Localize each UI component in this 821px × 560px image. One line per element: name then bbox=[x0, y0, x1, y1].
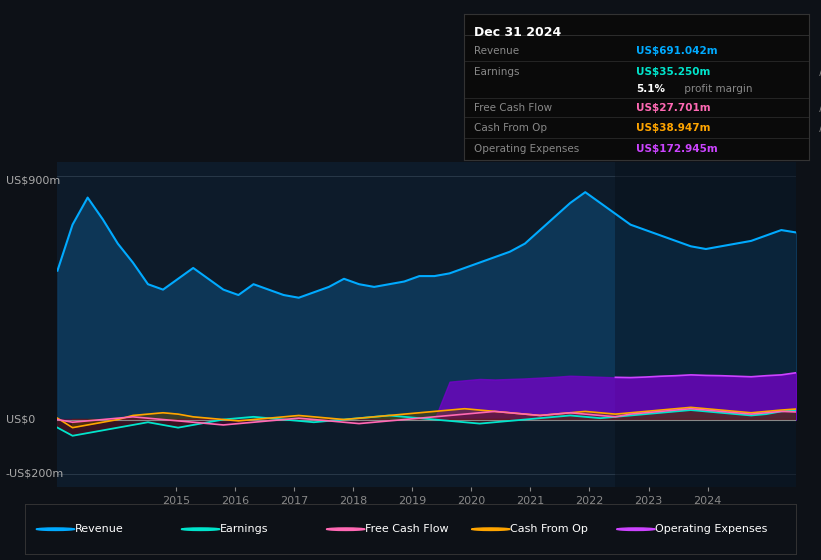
Text: US$900m: US$900m bbox=[6, 176, 60, 186]
Text: Cash From Op: Cash From Op bbox=[475, 123, 548, 133]
Text: Operating Expenses: Operating Expenses bbox=[655, 524, 768, 534]
Text: US$35.250m: US$35.250m bbox=[636, 67, 711, 77]
Text: /yr: /yr bbox=[815, 103, 821, 113]
Circle shape bbox=[471, 528, 510, 530]
Circle shape bbox=[327, 528, 365, 530]
Text: Dec 31 2024: Dec 31 2024 bbox=[475, 26, 562, 39]
Circle shape bbox=[36, 528, 75, 530]
Circle shape bbox=[617, 528, 655, 530]
Text: Free Cash Flow: Free Cash Flow bbox=[475, 103, 553, 113]
Text: Revenue: Revenue bbox=[75, 524, 123, 534]
Bar bbox=[616, 162, 821, 487]
Text: Operating Expenses: Operating Expenses bbox=[475, 143, 580, 153]
Text: profit margin: profit margin bbox=[681, 84, 753, 94]
Circle shape bbox=[181, 528, 220, 530]
Text: US$691.042m: US$691.042m bbox=[636, 46, 718, 56]
Text: US$172.945m: US$172.945m bbox=[636, 143, 718, 153]
Text: -US$200m: -US$200m bbox=[6, 469, 64, 479]
Text: /yr: /yr bbox=[815, 123, 821, 133]
Text: Revenue: Revenue bbox=[475, 46, 520, 56]
Text: US$27.701m: US$27.701m bbox=[636, 103, 711, 113]
Text: Free Cash Flow: Free Cash Flow bbox=[365, 524, 448, 534]
Text: Earnings: Earnings bbox=[220, 524, 268, 534]
Text: 5.1%: 5.1% bbox=[636, 84, 665, 94]
Text: US$0: US$0 bbox=[6, 414, 35, 424]
Text: /yr: /yr bbox=[815, 67, 821, 77]
Text: Earnings: Earnings bbox=[475, 67, 520, 77]
Text: US$38.947m: US$38.947m bbox=[636, 123, 711, 133]
Text: Cash From Op: Cash From Op bbox=[510, 524, 588, 534]
